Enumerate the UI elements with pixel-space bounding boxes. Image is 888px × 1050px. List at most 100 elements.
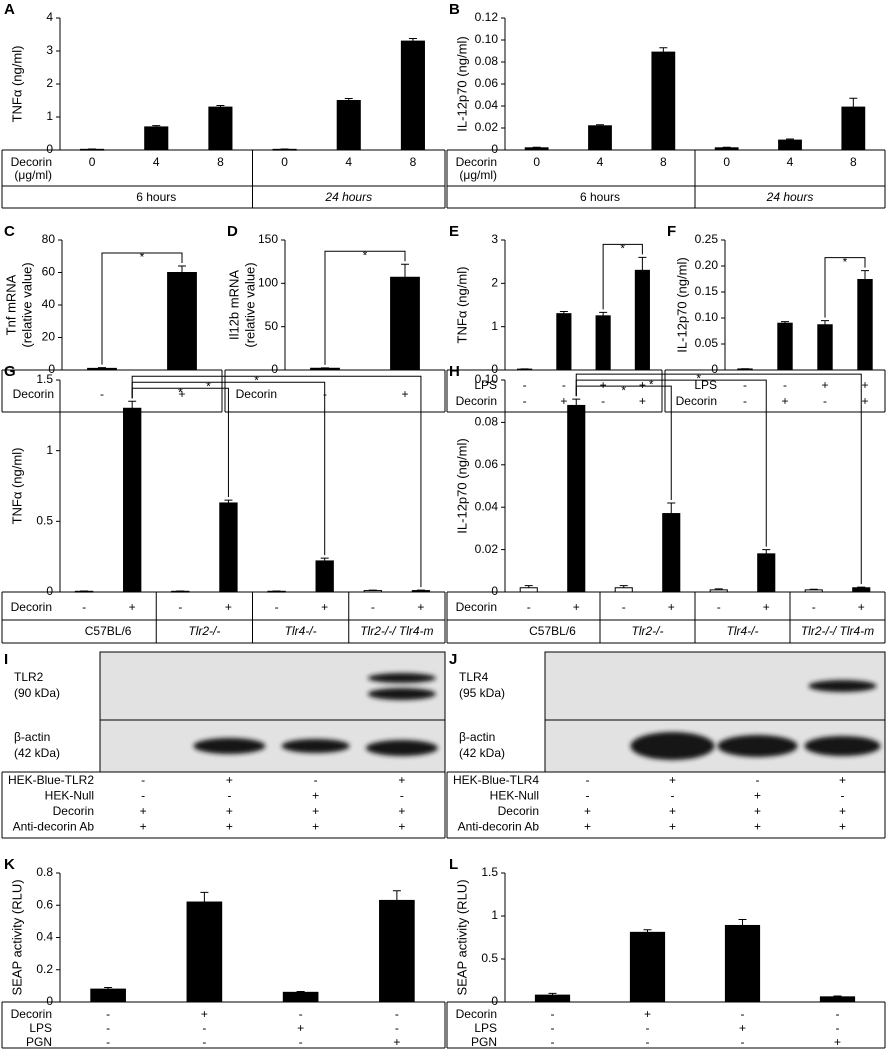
row-label: Anti-decorin Ab [13,820,95,834]
row-label: LPS [29,1021,52,1035]
row-value: - [836,1021,840,1035]
group-label: Tlr2-/-/ Tlr4-m [801,624,874,638]
row-value: + [297,1021,304,1035]
row-value: - [299,1035,303,1049]
blot-band [630,732,715,760]
bar [662,513,681,593]
significance-bracket [131,387,229,498]
row-value: - [551,1021,555,1035]
row-value: + [321,600,328,614]
y-tick-label: 1 [491,908,498,922]
y-tick-label: 0 [491,142,498,156]
blot-label: (42 kDa) [459,746,505,760]
row-value: - [523,378,527,392]
y-tick-label: 0 [711,362,718,376]
y-tick-label: 20 [42,330,56,344]
row-label: LPS [694,378,717,392]
row-value: + [312,820,319,834]
bar [524,147,549,151]
bar [629,931,666,1003]
blot-label: β-actin [14,730,50,744]
blot-band [365,740,438,756]
row-value: + [739,1021,746,1035]
row-value: 8 [660,155,667,169]
error-bar [596,124,604,126]
row-value: + [861,378,868,392]
bar [310,367,340,371]
bar [556,313,572,371]
significance-star: * [254,373,259,387]
bar [709,589,728,593]
blot-band [367,673,436,683]
row-value: + [417,600,424,614]
group-label: C57BL/6 [529,624,576,638]
row-value: + [560,394,567,408]
row-value: - [202,1035,206,1049]
significance-star: * [649,377,654,391]
significance-star: * [206,379,211,393]
y-tick-label: 1.5 [36,372,53,386]
y-tick-label: 50 [265,319,279,333]
row-value: - [783,378,787,392]
bar [519,587,538,593]
row-value: 4 [787,155,794,169]
row-label: Anti-decorin Ab [458,820,540,834]
row-value: + [668,600,675,614]
bar [219,502,238,593]
error-bar [200,891,209,903]
blot-band [804,736,881,756]
error-bar [643,929,652,933]
significance-star: * [696,371,701,385]
error-bar [821,320,829,325]
bar [400,40,425,151]
panel-letter: C [4,223,15,240]
error-bar [548,992,557,996]
error-bar [98,367,106,369]
bar [852,587,871,593]
y-tick-label: 0.4 [36,930,53,944]
bar [315,560,334,593]
row-label: HEK-Null [45,789,94,803]
bar [817,324,833,371]
y-axis-label: SEAP activity (RLU) [9,879,24,995]
y-tick-label: 100 [258,276,278,290]
y-tick-label: 0.5 [36,514,53,528]
bar [804,589,823,593]
row-value: - [395,1007,399,1021]
blot-band [281,739,350,753]
row-value: + [763,600,770,614]
row-value: - [551,1035,555,1049]
y-tick-label: 0 [491,994,498,1008]
bar [857,279,873,371]
row-value: + [398,773,405,787]
row-value: - [812,600,816,614]
y-tick-label: 1 [491,319,498,333]
y-tick-label: 1 [46,109,53,123]
row-label: Decorin [13,387,54,401]
row-value: + [639,378,646,392]
row-value: + [839,773,846,787]
significance-star: * [140,250,145,264]
row-value: + [839,820,846,834]
bar [534,994,571,1003]
row-label: Decorin [11,155,52,169]
y-tick-label: 1.5 [481,865,498,879]
bar [87,367,117,371]
error-bar [392,890,401,901]
bar [411,590,431,593]
error-bar [738,918,747,926]
row-value: - [646,1021,650,1035]
group-label: 24 hours [766,190,814,204]
bar [208,106,233,151]
row-value: - [743,378,747,392]
y-tick-label: 0.04 [475,98,499,112]
row-label: Decorin [11,1007,52,1021]
y-tick-label: 2 [46,76,53,90]
row-label: Decorin [456,1007,497,1021]
row-value: 0 [533,155,540,169]
row-value: + [226,804,233,818]
row-label: Decorin [498,804,539,818]
row-value: - [741,1035,745,1049]
error-bar [722,146,731,148]
row-label: Decorin [236,387,277,401]
